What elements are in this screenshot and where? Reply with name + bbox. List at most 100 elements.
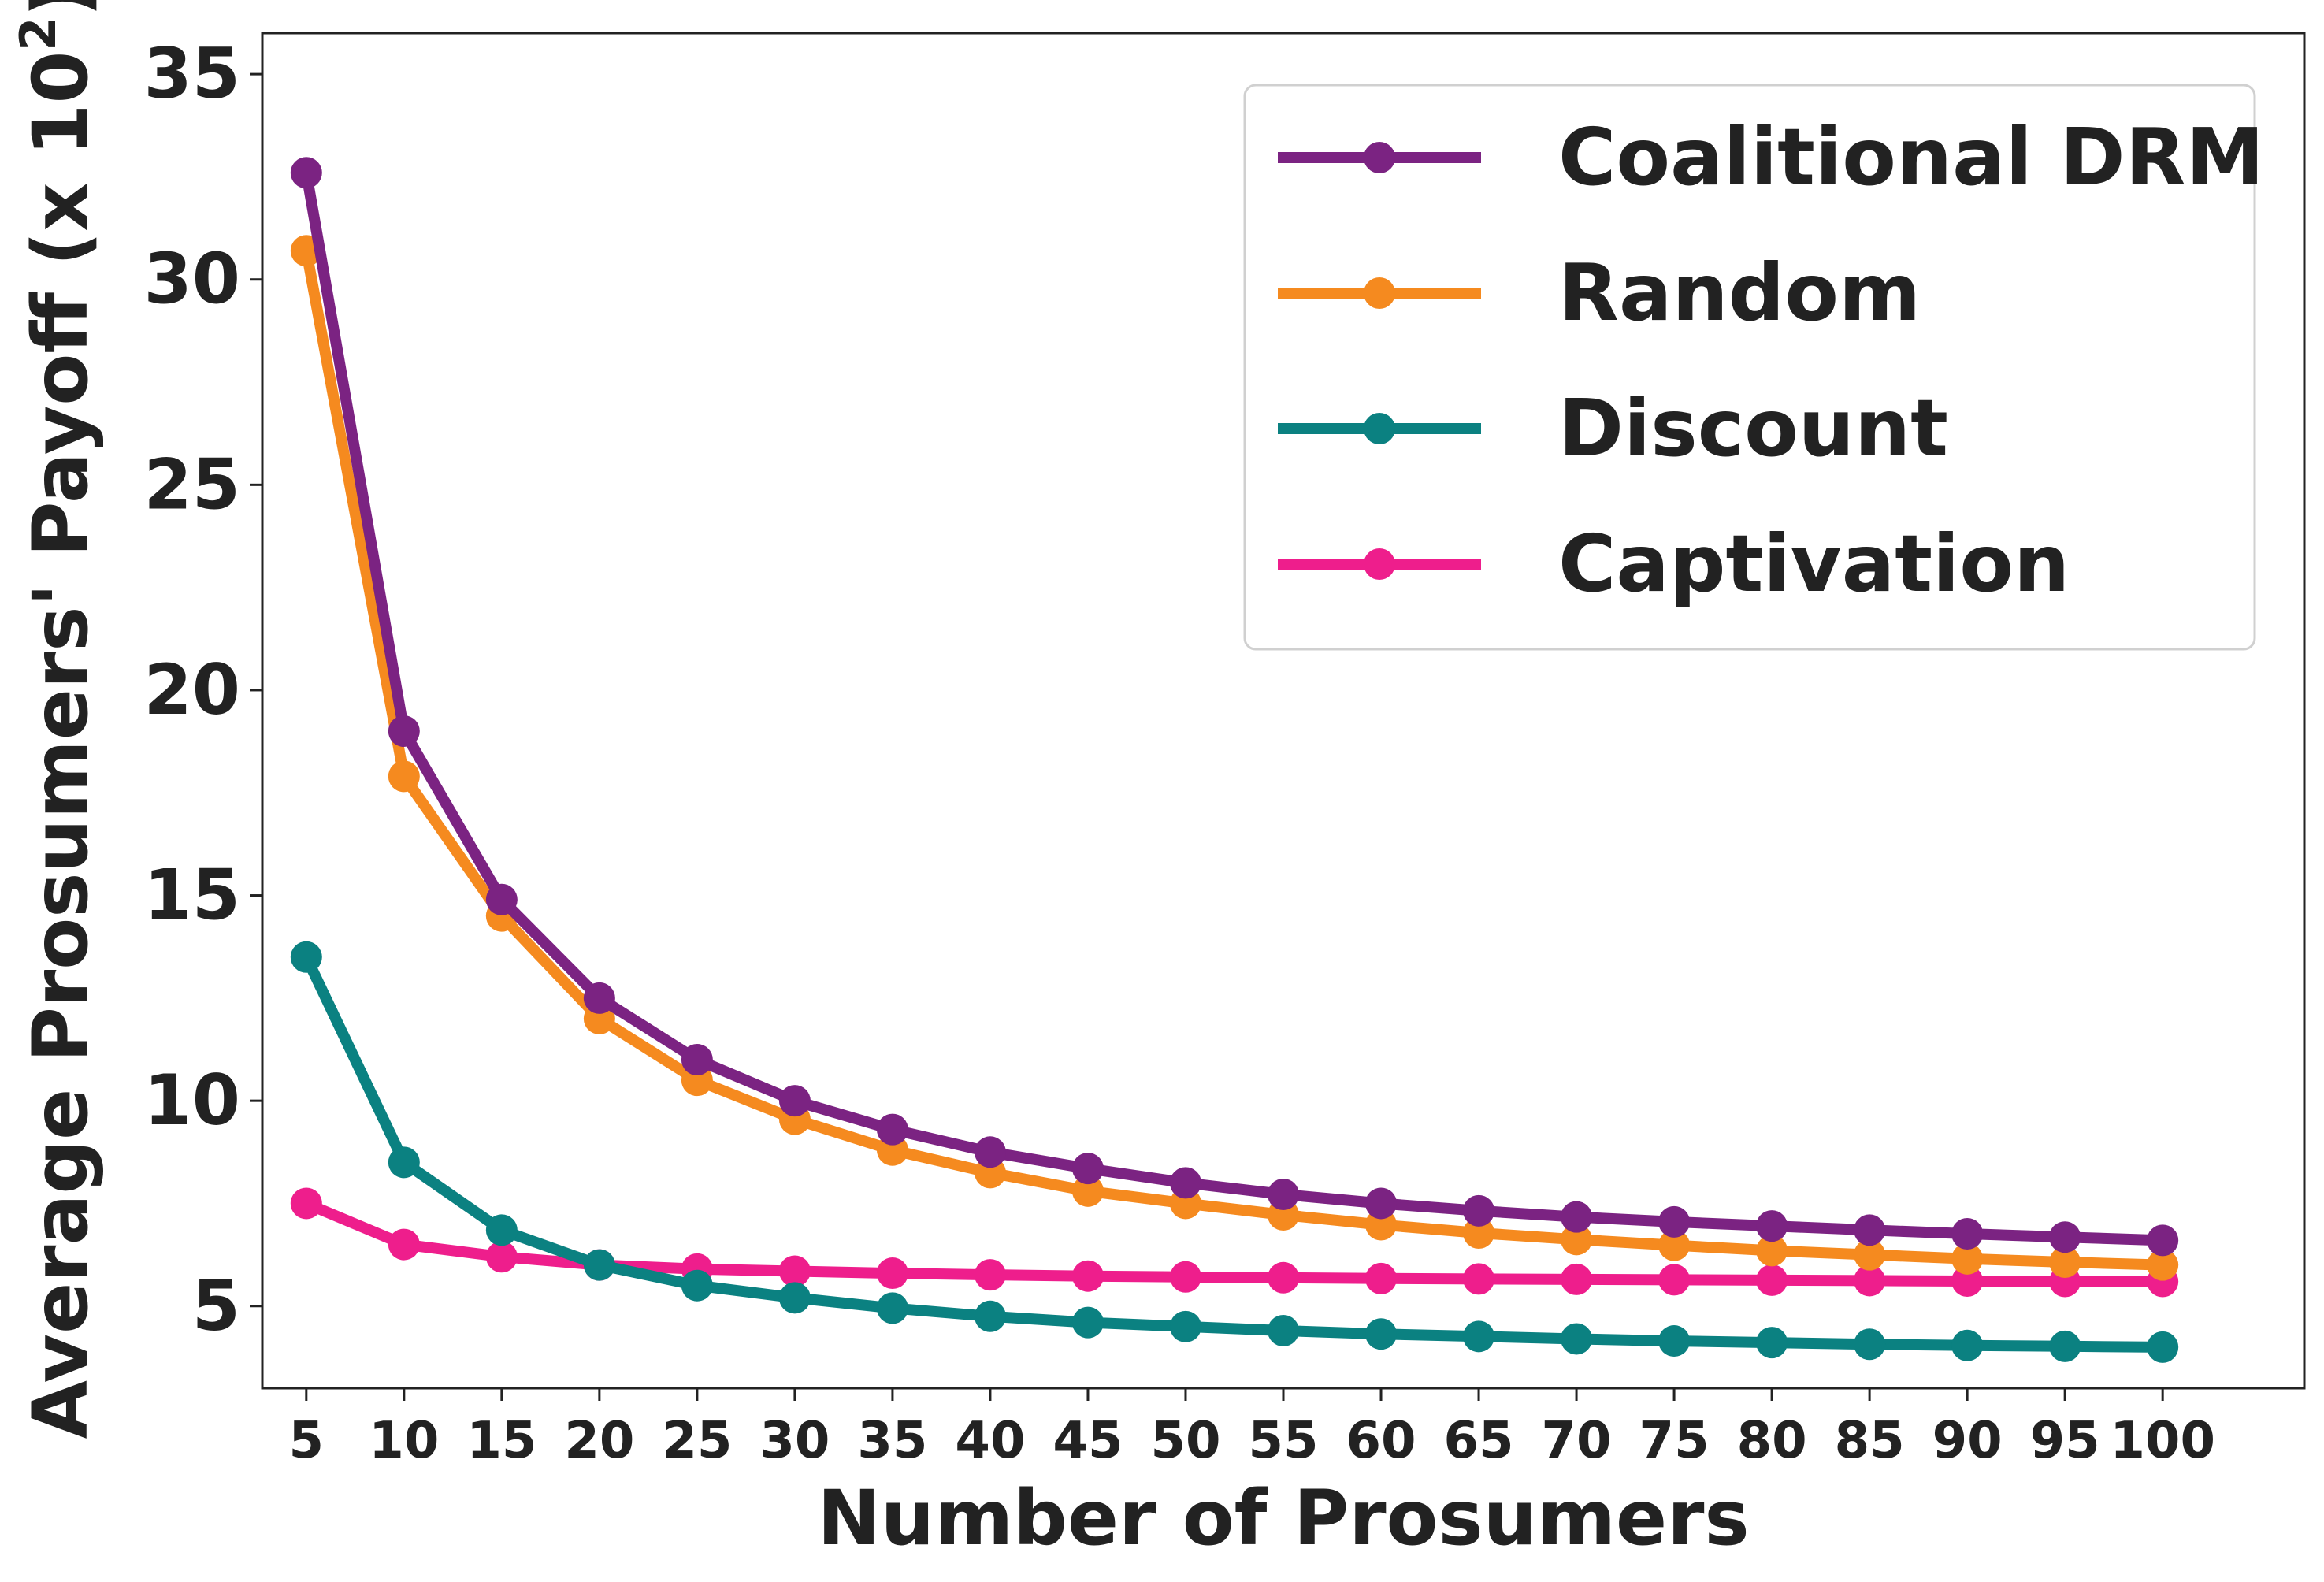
data-point-coalitional-drm-55	[1268, 1178, 1299, 1210]
data-point-random-65	[1463, 1216, 1495, 1249]
data-point-discount-20	[583, 1249, 615, 1281]
y-tick-label-25: 25	[144, 444, 240, 525]
series-line-discount	[300, 951, 2169, 1353]
data-point-coalitional-drm-35	[876, 1113, 908, 1146]
y-tick-label-15: 15	[144, 855, 240, 936]
x-axis-ticks: 5 10 15 20 25 30 35 40 45 50 55 60 65 70 75 80 85 90 95 100	[289, 1388, 2215, 1470]
data-point-coalitional-drm-100	[2147, 1224, 2179, 1257]
data-point-coalitional-drm-95	[2049, 1221, 2081, 1253]
x-tick-label-100: 100	[2110, 1412, 2215, 1470]
y-axis-label-exponent: 2	[9, 17, 67, 51]
legend-marker-random	[1364, 277, 1395, 309]
data-point-discount-55	[1268, 1315, 1299, 1347]
legend-marker-coalitional-drm	[1364, 142, 1395, 173]
data-point-coalitional-drm-90	[1951, 1218, 1984, 1250]
data-point-coalitional-drm-45	[1071, 1153, 1104, 1185]
legend-marker-captivation	[1364, 548, 1395, 580]
x-tick-label-75: 75	[1639, 1412, 1710, 1470]
data-point-captivation-85	[1854, 1264, 1886, 1297]
x-axis-label: Number of Prosumers	[817, 1474, 1749, 1562]
data-point-random-75	[1658, 1229, 1691, 1261]
data-point-captivation-55	[1268, 1261, 1299, 1294]
legend-label-random: Random	[1558, 247, 1921, 339]
y-tick-label-35: 35	[144, 33, 240, 114]
data-point-discount-15	[485, 1214, 518, 1246]
x-tick-label-60: 60	[1346, 1412, 1416, 1470]
data-point-coalitional-drm-70	[1561, 1201, 1593, 1233]
data-point-discount-35	[876, 1292, 908, 1324]
x-tick-label-80: 80	[1737, 1412, 1807, 1470]
data-point-captivation-80	[1756, 1264, 1788, 1296]
series-layer	[290, 157, 2179, 1363]
data-point-captivation-65	[1463, 1263, 1495, 1295]
data-point-coalitional-drm-50	[1169, 1167, 1201, 1199]
data-point-coalitional-drm-80	[1756, 1210, 1788, 1242]
legend-entry-coalitional-drm: Coalitional DRM	[1278, 111, 2264, 203]
data-point-random-85	[1854, 1238, 1886, 1271]
y-axis-label-text: Average Prosumers' Payoff (x 10	[17, 51, 105, 1439]
data-point-discount-100	[2147, 1331, 2179, 1363]
series-line-random	[300, 245, 2169, 1271]
x-tick-label-35: 35	[857, 1412, 927, 1470]
data-point-captivation-75	[1658, 1264, 1691, 1296]
x-tick-label-20: 20	[564, 1412, 634, 1470]
y-axis-label: Average Prosumers' Payoff (x 102)	[9, 0, 105, 1439]
data-point-captivation-30	[778, 1255, 811, 1287]
x-tick-label-50: 50	[1150, 1412, 1220, 1470]
data-point-coalitional-drm-30	[778, 1085, 811, 1117]
data-point-random-100	[2147, 1249, 2179, 1281]
data-point-random-45	[1071, 1175, 1104, 1207]
data-point-discount-40	[974, 1300, 1006, 1332]
data-point-random-80	[1756, 1235, 1788, 1267]
data-point-captivation-40	[974, 1259, 1006, 1291]
x-tick-label-85: 85	[1835, 1412, 1905, 1470]
data-point-captivation-50	[1169, 1261, 1201, 1293]
x-tick-label-40: 40	[955, 1412, 1025, 1470]
data-point-coalitional-drm-60	[1365, 1187, 1398, 1220]
data-point-captivation-10	[388, 1228, 420, 1261]
data-point-discount-95	[2049, 1330, 2081, 1362]
legend: Coalitional DRM Random Discount Captivation	[1243, 84, 2264, 651]
legend-entry-random: Random	[1278, 247, 1921, 339]
data-point-coalitional-drm-20	[583, 982, 615, 1014]
y-axis-label-close: )	[17, 0, 105, 17]
series-coalitional-drm	[290, 157, 2179, 1257]
legend-label-captivation: Captivation	[1558, 518, 2070, 610]
data-point-coalitional-drm-5	[290, 157, 322, 189]
data-point-captivation-70	[1561, 1263, 1593, 1295]
series-line-coalitional-drm	[300, 167, 2169, 1246]
legend-entry-captivation: Captivation	[1278, 518, 2070, 610]
data-point-discount-5	[290, 941, 322, 973]
data-point-discount-90	[1951, 1329, 1984, 1361]
legend-label-discount: Discount	[1558, 382, 1948, 474]
series-discount	[290, 941, 2179, 1363]
data-point-discount-30	[778, 1282, 811, 1314]
data-point-captivation-90	[1951, 1264, 1984, 1297]
data-point-coalitional-drm-10	[388, 715, 420, 748]
data-point-coalitional-drm-25	[681, 1044, 713, 1076]
x-tick-label-70: 70	[1542, 1412, 1612, 1470]
y-axis-ticks: 5 10 15 20 25 30 35	[144, 33, 262, 1346]
data-point-captivation-5	[290, 1187, 322, 1220]
data-point-coalitional-drm-40	[974, 1136, 1006, 1168]
data-point-discount-10	[388, 1146, 420, 1179]
data-point-discount-80	[1756, 1327, 1788, 1359]
data-point-captivation-60	[1365, 1262, 1398, 1294]
x-tick-label-15: 15	[466, 1412, 536, 1470]
x-tick-label-10: 10	[369, 1412, 439, 1470]
y-tick-label-20: 20	[144, 649, 240, 730]
data-point-coalitional-drm-15	[485, 883, 518, 915]
x-tick-label-65: 65	[1444, 1412, 1514, 1470]
x-tick-label-30: 30	[759, 1412, 830, 1470]
data-point-coalitional-drm-85	[1854, 1214, 1886, 1246]
data-point-discount-65	[1463, 1320, 1495, 1353]
data-point-random-10	[388, 760, 420, 793]
data-point-coalitional-drm-65	[1463, 1194, 1495, 1227]
data-point-captivation-15	[485, 1241, 518, 1273]
data-point-random-90	[1951, 1242, 1984, 1275]
data-point-captivation-45	[1071, 1260, 1104, 1292]
data-point-discount-85	[1854, 1328, 1886, 1361]
x-tick-label-55: 55	[1248, 1412, 1318, 1470]
legend-entry-discount: Discount	[1278, 382, 1948, 474]
